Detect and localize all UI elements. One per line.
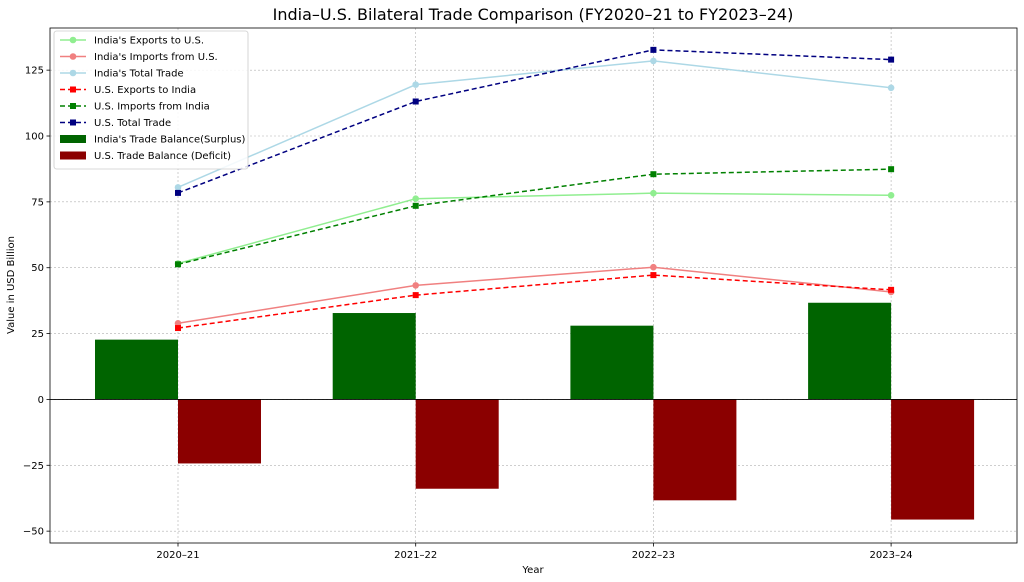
point-3-0 (175, 325, 181, 332)
legend-marker-2 (69, 69, 77, 77)
y-tick-label-3: 25 (31, 329, 44, 340)
point-5-3 (888, 56, 895, 63)
legend-swatch-bar-1 (60, 151, 86, 160)
legend-marker-1 (69, 53, 77, 60)
bars (95, 302, 975, 520)
point-5-1 (412, 98, 419, 105)
x-axis-label: Year (521, 565, 544, 576)
y-tick-label-5: 75 (31, 197, 44, 208)
series-line-1 (177, 266, 892, 325)
legend-label-bar-1: U.S. Trade Balance (Deficit) (94, 151, 231, 162)
y-tick-label-1: −25 (23, 461, 44, 472)
point-3-1 (412, 292, 419, 299)
point-4-0 (175, 261, 181, 268)
y-axis-label: Value in USD Billion (6, 236, 17, 334)
legend-label-bar-0: India's Trade Balance(Surplus) (94, 135, 245, 146)
legend-marker-4 (70, 103, 76, 109)
bar-1-3 (891, 399, 975, 520)
point-1-2 (650, 263, 657, 271)
point-1-1 (412, 282, 420, 289)
plot-frame (49, 27, 1018, 544)
point-3-3 (888, 286, 895, 293)
point-3-2 (650, 272, 657, 279)
legend-label-0: India's Exports to U.S. (94, 36, 204, 47)
legend-label-1: India's Imports from U.S. (94, 52, 218, 63)
legend-label-4: U.S. Imports from India (94, 102, 210, 113)
y-tick-label-7: 125 (25, 66, 44, 77)
bar-0-0 (95, 339, 178, 400)
y-tick-label-0: −50 (23, 527, 44, 538)
point-2-3 (887, 84, 895, 92)
bar-1-1 (415, 399, 499, 489)
legend-swatch-bar-0 (60, 135, 86, 143)
point-2-1 (412, 81, 420, 88)
point-0-3 (887, 191, 895, 199)
bar-0-3 (808, 302, 892, 400)
legend: India's Exports to U.S. India's Imports f… (53, 30, 249, 170)
point-4-3 (888, 166, 895, 173)
lines (174, 46, 895, 332)
point-1-0 (174, 320, 182, 327)
legend-label-5: U.S. Total Trade (94, 118, 171, 129)
point-0-2 (650, 189, 657, 197)
y-tick-label-4: 50 (31, 263, 44, 274)
x-axis-ticks: 2020–21 2021–22 2022–23 2023–24 (156, 543, 913, 561)
bar-0-1 (332, 313, 416, 400)
point-4-2 (650, 171, 657, 178)
series-line-2 (177, 60, 892, 189)
series-line-0 (177, 192, 892, 265)
bar-1-2 (653, 399, 737, 501)
point-5-2 (650, 46, 657, 53)
legend-label-3: U.S. Exports to India (94, 85, 196, 96)
point-5-0 (175, 189, 181, 196)
bar-0-2 (570, 325, 654, 400)
point-0-1 (412, 195, 420, 203)
y-tick-label-2: 0 (38, 395, 44, 406)
point-2-2 (650, 57, 657, 65)
legend-marker-5 (70, 119, 76, 126)
y-axis-ticks: −50 −25 0 25 50 75 100 125 (23, 66, 50, 538)
x-tick-label-1: 2021–22 (394, 550, 437, 561)
x-tick-label-3: 2023–24 (870, 550, 913, 561)
x-tick-label-0: 2020–21 (156, 550, 199, 561)
legend-label-2: India's Total Trade (94, 69, 184, 80)
legend-box (53, 30, 249, 170)
series-line-3 (177, 274, 892, 329)
legend-marker-3 (70, 86, 76, 93)
point-2-0 (174, 184, 182, 191)
point-4-1 (412, 202, 419, 209)
bar-1-0 (178, 399, 261, 464)
series-line-5 (177, 49, 892, 194)
series-line-4 (177, 168, 892, 266)
chart-title: India–U.S. Bilateral Trade Comparison (F… (273, 5, 794, 24)
y-tick-label-6: 100 (25, 132, 44, 143)
x-tick-label-2: 2022–23 (632, 550, 675, 561)
legend-marker-0 (69, 36, 77, 44)
